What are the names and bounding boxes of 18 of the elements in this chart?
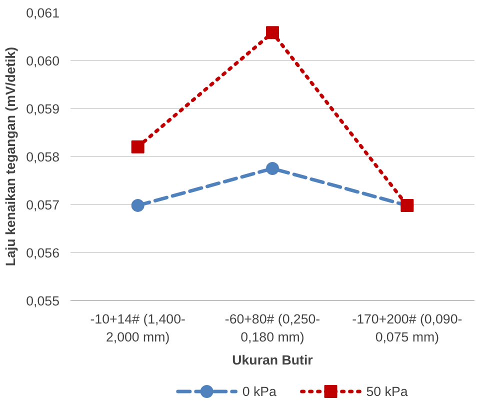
point	[131, 198, 144, 212]
y-axis-title: Laju kenaikan tegangan (mV/detik)	[3, 46, 18, 266]
x-tick-label: -60+80# (0,250- 0,180 mm)	[224, 312, 320, 344]
y-tick-label: 0,059	[26, 102, 60, 116]
y-tick-label: 0,055	[26, 294, 60, 308]
y-tick-label: 0,061	[26, 6, 60, 20]
y-tick-label: 0,057	[26, 198, 60, 212]
point	[266, 162, 279, 175]
x-tick-label: -10+14# (1,400- 2,000 mm)	[90, 312, 186, 344]
y-tick-label: 0,056	[26, 246, 60, 260]
legend-label: 0 kPa	[242, 384, 278, 399]
x-tick-label: -170+200# (0,090- 0,075 mm)	[352, 312, 462, 344]
point	[266, 26, 279, 40]
y-tick-label: 0,060	[26, 54, 60, 68]
point	[131, 140, 144, 154]
legend-label: 50 kPa	[366, 384, 408, 399]
y-tick-label: 0,058	[26, 150, 60, 164]
x-axis-title: Ukuran Butir	[232, 352, 313, 368]
